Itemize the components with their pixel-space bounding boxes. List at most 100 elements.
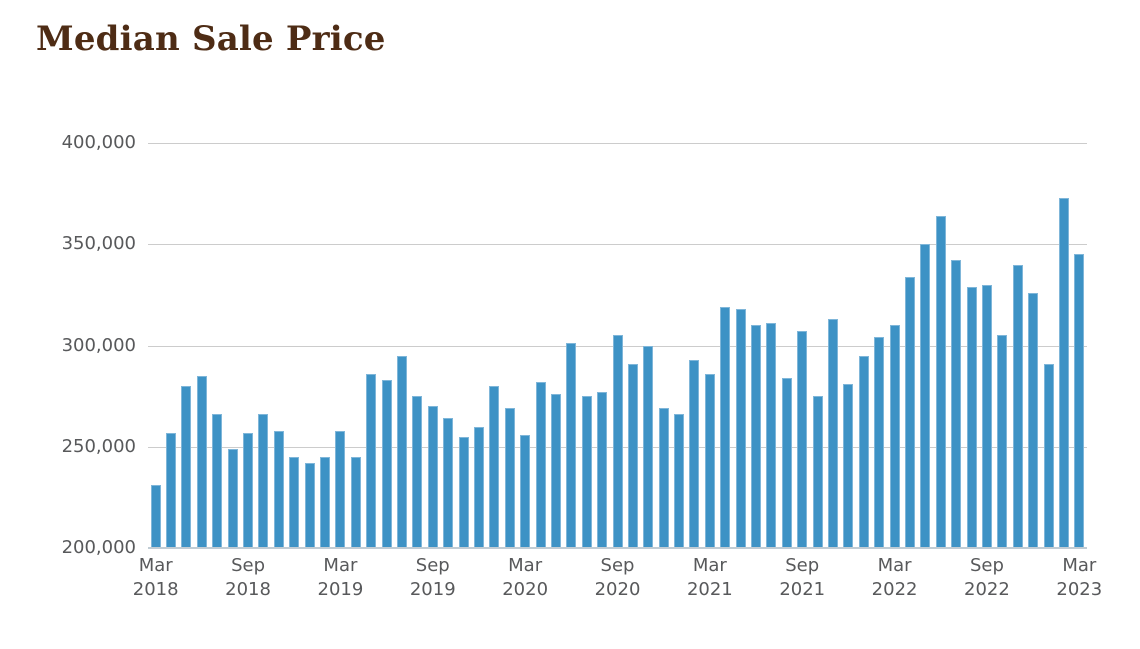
x-tick-label-mar-2023: Mar 2023 — [1034, 554, 1124, 602]
bar-aug-2020[interactable] — [597, 392, 608, 548]
bar-nov-2022[interactable] — [1012, 264, 1023, 548]
bar-oct-2018[interactable] — [258, 414, 269, 548]
bar-feb-2019[interactable] — [320, 456, 331, 548]
x-tick-year: 2021 — [686, 579, 733, 600]
x-tick-label-mar-2019: Mar 2019 — [295, 554, 385, 602]
x-tick-month: Sep — [785, 555, 820, 576]
x-tick-month: Mar — [692, 555, 727, 576]
bar-jan-2023[interactable] — [1043, 363, 1054, 548]
y-tick-label: 250,000 — [61, 435, 136, 457]
bar-may-2022[interactable] — [920, 244, 931, 548]
x-tick-year: 2018 — [132, 579, 179, 600]
bar-dec-2021[interactable] — [843, 383, 854, 548]
chart-title: Median Sale Price — [36, 19, 386, 59]
bar-dec-2020[interactable] — [658, 408, 669, 548]
y-tick-label: 350,000 — [61, 233, 136, 255]
gridline-350000 — [148, 244, 1087, 246]
bar-aug-2022[interactable] — [966, 286, 977, 548]
bar-sep-2019[interactable] — [427, 406, 438, 548]
bar-mar-2023[interactable] — [1074, 254, 1085, 548]
x-tick-year: 2022 — [871, 579, 918, 600]
bar-feb-2023[interactable] — [1058, 197, 1069, 548]
x-tick-label-sep-2022: Sep 2022 — [942, 554, 1032, 602]
bar-feb-2020[interactable] — [504, 408, 515, 548]
gridline-400000 — [148, 143, 1087, 144]
bar-jul-2019[interactable] — [396, 355, 407, 548]
x-tick-month: Sep — [231, 555, 266, 576]
x-tick-month: Mar — [323, 555, 358, 576]
bar-sep-2022[interactable] — [981, 284, 992, 548]
bar-nov-2018[interactable] — [273, 430, 284, 548]
bar-may-2020[interactable] — [550, 394, 561, 548]
bar-oct-2022[interactable] — [997, 335, 1008, 548]
bar-jan-2021[interactable] — [674, 414, 685, 548]
bar-dec-2019[interactable] — [473, 426, 484, 548]
bar-apr-2022[interactable] — [904, 276, 915, 548]
x-tick-year: 2021 — [779, 579, 826, 600]
y-tick-label: 200,000 — [61, 537, 136, 558]
x-tick-month: Mar — [877, 555, 912, 576]
bar-aug-2018[interactable] — [227, 448, 238, 548]
bar-jan-2020[interactable] — [489, 386, 500, 548]
bar-apr-2021[interactable] — [720, 307, 731, 548]
x-tick-month: Mar — [1062, 555, 1097, 576]
x-tick-label-sep-2019: Sep 2019 — [388, 554, 478, 602]
bar-jul-2022[interactable] — [951, 260, 962, 548]
bar-sep-2021[interactable] — [797, 331, 808, 548]
bar-jan-2019[interactable] — [304, 462, 315, 548]
bar-jul-2020[interactable] — [581, 396, 592, 548]
x-tick-label-mar-2022: Mar 2022 — [850, 554, 940, 602]
gridline-200000 — [148, 547, 1087, 549]
x-tick-label-mar-2020: Mar 2020 — [480, 554, 570, 602]
bar-dec-2018[interactable] — [289, 456, 300, 548]
bar-sep-2018[interactable] — [243, 432, 254, 548]
bar-aug-2021[interactable] — [781, 377, 792, 548]
bar-jun-2018[interactable] — [196, 375, 207, 548]
bar-jun-2021[interactable] — [751, 325, 762, 548]
y-tick-label: 300,000 — [61, 334, 136, 356]
x-tick-label-mar-2018: Mar 2018 — [111, 554, 201, 602]
bar-jul-2018[interactable] — [212, 414, 223, 548]
x-tick-label-sep-2018: Sep 2018 — [203, 554, 293, 602]
bar-nov-2020[interactable] — [643, 345, 654, 548]
x-tick-label-sep-2021: Sep 2021 — [757, 554, 847, 602]
x-tick-year: 2022 — [964, 579, 1010, 600]
bar-apr-2020[interactable] — [535, 381, 546, 548]
bar-mar-2019[interactable] — [335, 430, 346, 548]
bar-nov-2019[interactable] — [458, 436, 469, 548]
bar-jun-2020[interactable] — [566, 343, 577, 548]
bar-mar-2022[interactable] — [889, 325, 900, 548]
bar-jul-2021[interactable] — [766, 323, 777, 548]
x-tick-year: 2019 — [317, 579, 364, 600]
x-tick-year: 2018 — [225, 579, 271, 600]
bar-may-2018[interactable] — [181, 386, 192, 548]
bar-aug-2019[interactable] — [412, 396, 423, 548]
bar-sep-2020[interactable] — [612, 335, 623, 548]
x-tick-month: Sep — [969, 555, 1004, 576]
bar-mar-2018[interactable] — [150, 485, 161, 548]
bar-jan-2022[interactable] — [858, 355, 869, 548]
bar-may-2021[interactable] — [735, 309, 746, 548]
bar-feb-2022[interactable] — [874, 337, 885, 548]
x-tick-label-mar-2021: Mar 2021 — [665, 554, 755, 602]
bar-feb-2021[interactable] — [689, 359, 700, 548]
x-tick-month: Sep — [600, 555, 635, 576]
bar-dec-2022[interactable] — [1028, 292, 1039, 548]
bar-apr-2019[interactable] — [350, 456, 361, 548]
bar-oct-2019[interactable] — [443, 418, 454, 548]
bar-oct-2020[interactable] — [627, 363, 638, 548]
bar-jun-2022[interactable] — [935, 215, 946, 548]
x-tick-month: Mar — [508, 555, 543, 576]
y-tick-label: 400,000 — [61, 132, 136, 153]
bar-may-2019[interactable] — [366, 373, 377, 548]
x-tick-month: Mar — [138, 555, 173, 576]
x-tick-label-sep-2020: Sep 2020 — [573, 554, 663, 602]
bar-jun-2019[interactable] — [381, 379, 392, 548]
x-tick-year: 2023 — [1056, 579, 1103, 600]
bar-mar-2020[interactable] — [520, 434, 531, 548]
bar-oct-2021[interactable] — [812, 396, 823, 548]
bar-apr-2018[interactable] — [166, 432, 177, 548]
bar-nov-2021[interactable] — [828, 319, 838, 548]
bar-mar-2021[interactable] — [704, 373, 715, 548]
